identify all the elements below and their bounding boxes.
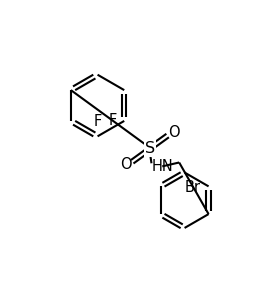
Text: F: F	[93, 114, 102, 129]
Text: Br: Br	[185, 180, 201, 195]
Text: S: S	[145, 141, 155, 156]
Text: F: F	[108, 113, 117, 128]
Text: HN: HN	[151, 159, 173, 174]
Text: O: O	[168, 125, 180, 140]
Text: O: O	[120, 157, 132, 172]
